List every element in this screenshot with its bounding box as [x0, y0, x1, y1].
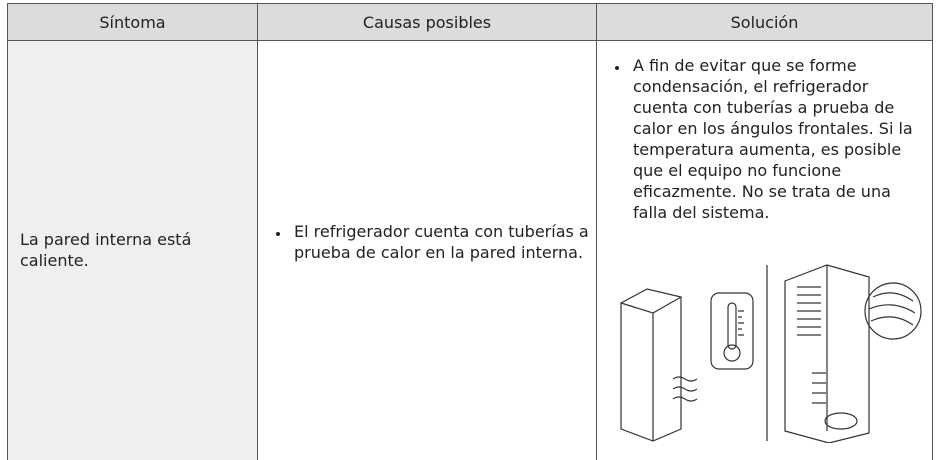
cause-cell: El refrigerador cuenta con tuberías a pr…	[257, 40, 597, 460]
symptom-cell: La pared interna está caliente.	[7, 40, 258, 460]
solution-text: A fin de evitar que se forme condensació…	[629, 55, 921, 223]
solution-cell: A fin de evitar que se forme condensació…	[596, 40, 933, 460]
cause-text: El refrigerador cuenta con tuberías a pr…	[290, 221, 590, 263]
illustration	[620, 264, 922, 443]
header-cell: Solución	[596, 3, 933, 41]
solution-list: A fin de evitar que se forme condensació…	[603, 55, 921, 223]
header-text: Solución	[730, 12, 799, 32]
header-text: Causas posibles	[362, 12, 492, 32]
symptom-text: La pared interna está caliente.	[20, 230, 192, 270]
cause-list: El refrigerador cuenta con tuberías a pr…	[264, 221, 590, 263]
header-cell: Causas posibles	[257, 3, 597, 41]
header-text: Síntoma	[99, 12, 166, 32]
header-cell: Síntoma	[7, 3, 258, 41]
